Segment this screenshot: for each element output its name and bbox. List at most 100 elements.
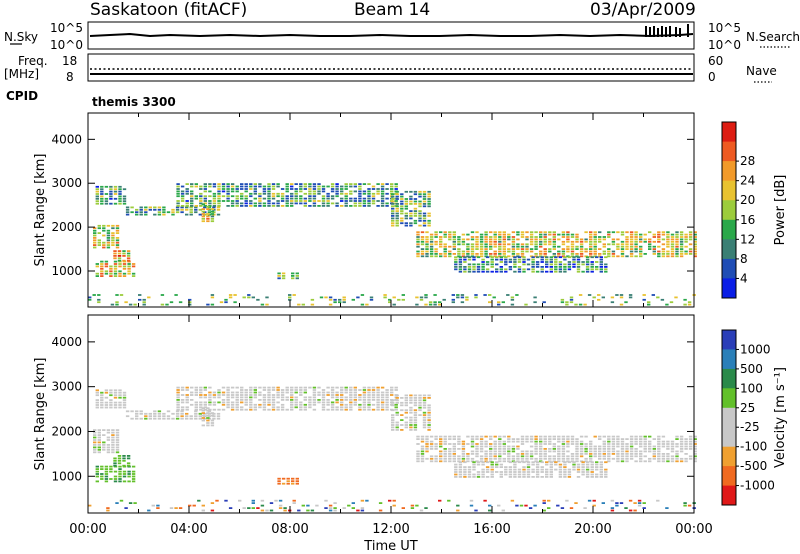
echo-pixel	[575, 438, 579, 440]
echo-pixel	[190, 403, 194, 406]
echo-pixel	[230, 185, 235, 188]
echo-pixel	[661, 243, 666, 246]
echo-pixel	[111, 239, 115, 242]
echo-pixel	[113, 250, 117, 252]
echo-pixel	[295, 277, 299, 280]
echo-pixel	[661, 435, 666, 438]
echo-pixel	[661, 250, 666, 253]
echo-pixel	[180, 408, 185, 411]
echo-pixel	[385, 403, 389, 406]
echo-pixel	[452, 445, 456, 448]
echo-pixel	[570, 243, 575, 246]
echo-pixel	[321, 202, 326, 205]
echo-pixel	[371, 200, 376, 202]
echo-pixel	[490, 476, 494, 478]
echo-pixel	[100, 465, 104, 468]
echo-pixel	[203, 200, 207, 202]
echo-pixel	[666, 253, 670, 255]
echo-pixel	[400, 212, 404, 215]
freq-tick-bottom: 8	[66, 70, 74, 84]
echo-pixel	[629, 435, 634, 438]
echo-pixel	[611, 450, 616, 453]
echo-pixel	[185, 408, 189, 411]
echo-pixel	[226, 394, 230, 396]
echo-pixel	[267, 403, 271, 406]
echo-pixel	[517, 266, 522, 268]
echo-pixel	[566, 240, 570, 243]
echo-pixel	[593, 236, 597, 238]
echo-pixel	[367, 197, 371, 200]
echo-pixel	[395, 411, 399, 414]
echo-pixel	[666, 457, 670, 460]
echo-pixel	[210, 296, 215, 299]
echo-pixel	[554, 266, 558, 268]
echo-pixel	[545, 468, 549, 471]
echo-pixel	[203, 401, 207, 404]
echo-pixel	[427, 190, 431, 193]
echo-pixel	[563, 263, 567, 266]
echo-pixel	[439, 240, 443, 243]
echo-pixel	[326, 192, 330, 195]
echo-pixel	[570, 233, 575, 236]
echo-pixel	[290, 408, 294, 411]
echo-pixel	[688, 445, 693, 448]
echo-pixel	[589, 448, 593, 450]
echo-pixel	[394, 183, 398, 185]
echo-pixel	[385, 197, 389, 200]
echo-pixel	[127, 480, 131, 483]
echo-pixel	[317, 185, 321, 188]
echo-pixel	[507, 445, 511, 448]
echo-pixel	[349, 386, 353, 389]
echo-pixel	[558, 468, 563, 471]
echo-pixel	[511, 455, 516, 458]
echo-pixel	[285, 396, 289, 399]
echo-pixel	[262, 401, 267, 404]
echo-pixel	[335, 406, 339, 409]
echo-pixel	[194, 394, 198, 396]
echo-pixel	[552, 443, 556, 445]
echo-pixel	[217, 183, 221, 185]
echo-pixel	[604, 270, 608, 273]
echo-pixel	[634, 255, 638, 258]
echo-pixel	[400, 419, 404, 421]
echo-pixel	[113, 462, 117, 465]
echo-pixel	[413, 421, 418, 424]
echo-pixel	[589, 236, 593, 238]
echo-pixel	[625, 448, 629, 450]
echo-pixel	[360, 509, 365, 512]
echo-pixel	[326, 403, 330, 406]
echo-pixel	[385, 399, 389, 401]
echo-pixel	[439, 443, 443, 445]
echo-pixel	[517, 261, 522, 263]
echo-pixel	[597, 298, 601, 301]
echo-pixel	[548, 435, 552, 438]
echo-pixel	[429, 457, 434, 460]
date-title: 03/Apr/2009	[590, 0, 696, 20]
echo-pixel	[561, 435, 566, 438]
echo-pixel	[203, 195, 207, 198]
echo-pixel	[380, 391, 385, 394]
echo-pixel	[693, 243, 697, 246]
echo-pixel	[607, 448, 611, 450]
echo-pixel	[481, 266, 485, 268]
echo-pixel	[642, 294, 646, 296]
echo-pixel	[457, 440, 461, 443]
echo-pixel	[448, 443, 452, 445]
echo-pixel	[376, 183, 380, 185]
echo-pixel	[221, 188, 226, 190]
echo-pixel	[517, 258, 522, 261]
echo-pixel	[427, 195, 431, 198]
echo-pixel	[684, 457, 688, 460]
x-tick-label: 00:00	[69, 522, 106, 537]
x-tick-label: 00:00	[675, 522, 712, 537]
echo-pixel	[576, 270, 581, 273]
echo-pixel	[93, 436, 97, 439]
echo-pixel	[390, 190, 394, 193]
echo-pixel	[100, 406, 104, 409]
echo-pixel	[358, 200, 362, 202]
echo-pixel	[558, 266, 563, 268]
echo-pixel	[616, 443, 620, 445]
echo-pixel	[174, 294, 178, 296]
echo-pixel	[217, 394, 221, 396]
echo-pixel	[665, 303, 669, 306]
